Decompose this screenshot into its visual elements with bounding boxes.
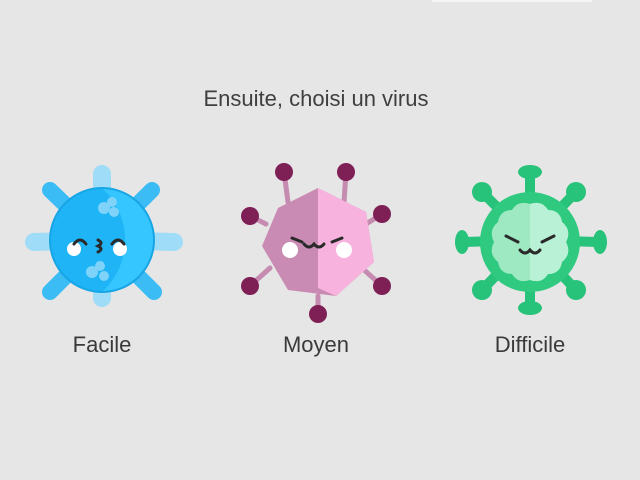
green-virus-icon <box>455 165 607 315</box>
blue-virus-icon <box>25 165 183 307</box>
choice-hard[interactable]: Difficile <box>440 150 620 370</box>
option-label-medium: Moyen <box>282 332 350 357</box>
top-edge-strip <box>432 0 592 2</box>
choice-easy[interactable]: Facile <box>12 150 192 370</box>
option-label-easy: Facile <box>72 332 132 357</box>
choice-medium[interactable]: Moyen <box>226 150 406 370</box>
option-label-hard: Difficile <box>494 332 566 357</box>
pink-virus-icon <box>241 163 391 323</box>
prompt-text: Ensuite, choisi un virus <box>203 86 429 111</box>
